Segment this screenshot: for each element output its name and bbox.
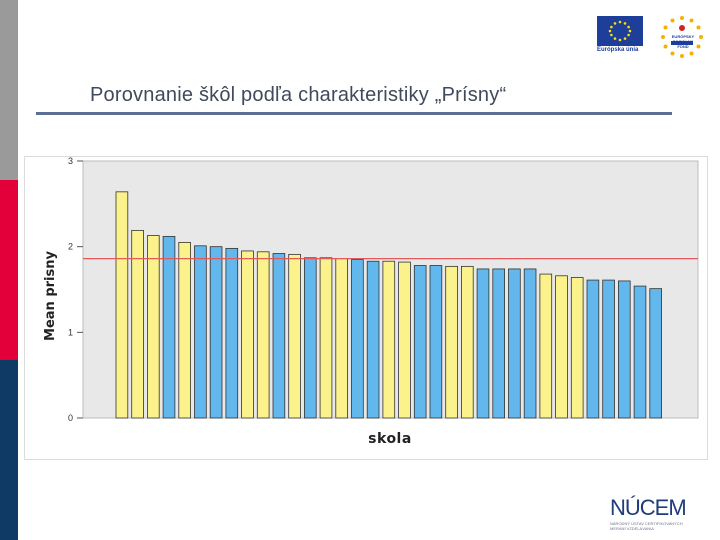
x-axis-label: skola [368,431,412,447]
bar [209,246,223,419]
bar [492,268,505,419]
bar [335,258,348,419]
title-underline [36,112,672,115]
bar [413,265,427,419]
slide-title: Porovnanie škôl podľa charakteristiky „P… [90,84,507,106]
y-tick-label: 0 [68,413,73,423]
eu-logo: Európska únia [597,16,647,58]
bar [272,253,286,419]
bar [523,268,537,419]
eu-logo-text: Európska únia [597,47,639,53]
bar-chart: 0 1 2 3 skola Mean prisny [43,157,699,447]
bar [618,280,631,419]
nucem-logo-word: NÚCEM [610,495,687,520]
bar [303,257,317,419]
bar [115,191,129,419]
bar [382,260,396,419]
nucem-logo-sub1: NÁRODNÝ ÚSTAV CERTIFIKOVANÝCH [610,521,683,526]
bar [429,265,443,419]
bar [602,279,615,419]
bar [539,273,553,419]
bar [570,277,584,419]
y-axis-label: Mean prisny [43,251,58,341]
bar [366,260,380,419]
bar [194,245,207,419]
bar [225,247,239,419]
bar [476,268,490,419]
nucem-logo-sub2: MERANÍ VZDELÁVANIA [610,526,654,531]
chart-frame: 0 1 2 3 skola Mean prisny [24,156,708,460]
bar [131,229,144,419]
eu-flag-icon [597,16,643,46]
esf-logo-text: EURÓPSKY SOCIÁLNY FOND [671,34,695,49]
strip-navy [0,360,18,540]
strip-red [0,180,18,360]
nucem-logo: NÚCEM NÁRODNÝ ÚSTAV CERTIFIKOVANÝCH MERA… [610,495,687,531]
bar [351,259,364,419]
bar [633,285,647,419]
bar [256,251,270,419]
esf-logo: EURÓPSKY SOCIÁLNY FOND [659,14,705,60]
bar [178,241,192,419]
y-tick-label: 3 [68,157,73,166]
bar [508,268,521,419]
bar [555,275,568,419]
bar [319,257,333,419]
bar [460,265,474,419]
bar [649,288,662,419]
y-tick-label: 2 [68,242,73,252]
bar [162,235,176,419]
bar [288,253,301,419]
bar [398,261,411,419]
bar [241,250,254,419]
bar [147,235,160,419]
esf-stars-icon [661,16,703,58]
y-tick-label: 1 [68,327,73,337]
bar [445,265,458,419]
bar [586,279,600,419]
strip-gray [0,0,18,180]
